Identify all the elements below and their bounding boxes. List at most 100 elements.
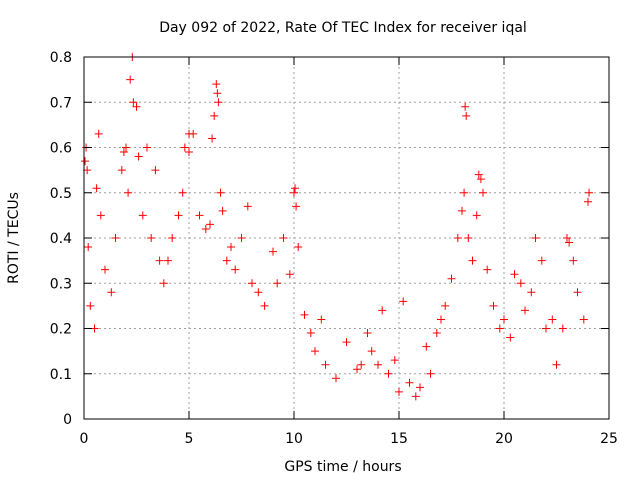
data-point: [476, 175, 485, 184]
data-point: [155, 256, 164, 265]
data-point: [558, 324, 567, 333]
data-points: [81, 53, 594, 401]
data-point: [294, 243, 303, 252]
y-axis-title: ROTI / TECUs: [6, 192, 22, 284]
grid-lines: [84, 57, 609, 419]
data-point: [472, 211, 481, 220]
data-point: [178, 188, 187, 197]
data-point: [300, 310, 309, 319]
data-point: [374, 360, 382, 369]
data-point: [208, 134, 217, 143]
data-point: [164, 256, 172, 265]
data-point: [124, 188, 133, 197]
data-point: [159, 279, 168, 288]
data-point: [231, 265, 240, 274]
data-point: [292, 202, 301, 211]
data-point: [453, 234, 462, 242]
data-point: [248, 279, 256, 288]
data-point: [290, 188, 298, 197]
y-tick-label: 0.3: [50, 276, 72, 292]
x-tick-label: 5: [185, 431, 194, 447]
x-axis-title: GPS time / hours: [284, 459, 401, 475]
data-point: [516, 279, 525, 288]
y-tick-label: 0.6: [50, 141, 72, 157]
y-tick-label: 0: [63, 412, 72, 428]
data-point: [569, 256, 578, 265]
data-point: [437, 315, 445, 324]
data-point: [390, 356, 399, 365]
chart-title: Day 092 of 2022, Rate Of TEC Index for r…: [159, 20, 527, 36]
y-tick-label: 0.8: [50, 50, 72, 66]
data-point: [458, 206, 466, 215]
data-point: [260, 301, 269, 310]
data-point: [563, 234, 571, 242]
data-point: [464, 234, 473, 242]
data-point: [129, 98, 138, 107]
data-point: [218, 206, 227, 215]
data-point: [447, 274, 456, 283]
data-point: [84, 243, 93, 252]
data-point: [317, 315, 326, 324]
data-point: [254, 288, 263, 297]
data-point: [185, 148, 193, 157]
data-point: [332, 374, 340, 383]
data-point: [122, 143, 130, 152]
data-point: [461, 102, 470, 111]
data-point: [342, 338, 351, 347]
y-tick-label: 0.4: [50, 231, 72, 247]
data-point: [367, 347, 376, 356]
data-point: [201, 224, 210, 233]
data-point: [548, 315, 557, 324]
data-point: [510, 270, 519, 279]
data-point: [311, 347, 319, 356]
data-point: [227, 243, 235, 252]
data-point: [206, 220, 214, 229]
data-point: [132, 102, 141, 111]
data-point: [222, 256, 231, 265]
data-point: [212, 80, 221, 89]
data-point: [273, 279, 282, 288]
data-point: [180, 143, 189, 152]
data-point: [189, 129, 198, 138]
data-point: [542, 324, 550, 333]
data-point: [531, 234, 540, 242]
axis-ticks: 0 0.1 0.2 0.3 0.4 0.5 0.6 0.7 0.8 0 5 10 15 20 25: [50, 50, 618, 447]
data-point: [86, 301, 95, 310]
data-point: [460, 188, 469, 197]
data-point: [285, 270, 294, 279]
data-point: [279, 234, 288, 242]
y-tick-label: 0.7: [50, 95, 72, 111]
data-point: [213, 89, 222, 98]
data-point: [552, 360, 561, 369]
data-point: [168, 234, 177, 242]
data-point: [357, 360, 366, 369]
data-point: [117, 166, 126, 175]
data-point: [426, 369, 435, 378]
data-point: [195, 211, 204, 220]
x-tick-label: 20: [495, 431, 513, 447]
x-tick-label: 15: [390, 431, 408, 447]
data-point: [134, 152, 143, 161]
data-point: [96, 211, 105, 220]
data-point: [119, 148, 128, 157]
data-point: [216, 188, 225, 197]
data-point: [579, 315, 588, 324]
data-point: [416, 383, 424, 392]
data-point: [210, 111, 219, 120]
data-point: [411, 392, 420, 401]
data-point: [107, 288, 116, 297]
data-point: [126, 75, 135, 84]
data-point: [521, 306, 529, 315]
data-point: [432, 329, 441, 338]
data-point: [405, 378, 414, 387]
data-point: [585, 188, 594, 197]
data-point: [237, 234, 246, 242]
data-point: [306, 329, 315, 338]
data-point: [94, 129, 103, 138]
data-point: [479, 188, 487, 197]
data-point: [506, 333, 515, 342]
data-point: [353, 365, 361, 374]
data-point: [138, 211, 147, 220]
data-point: [101, 265, 109, 274]
